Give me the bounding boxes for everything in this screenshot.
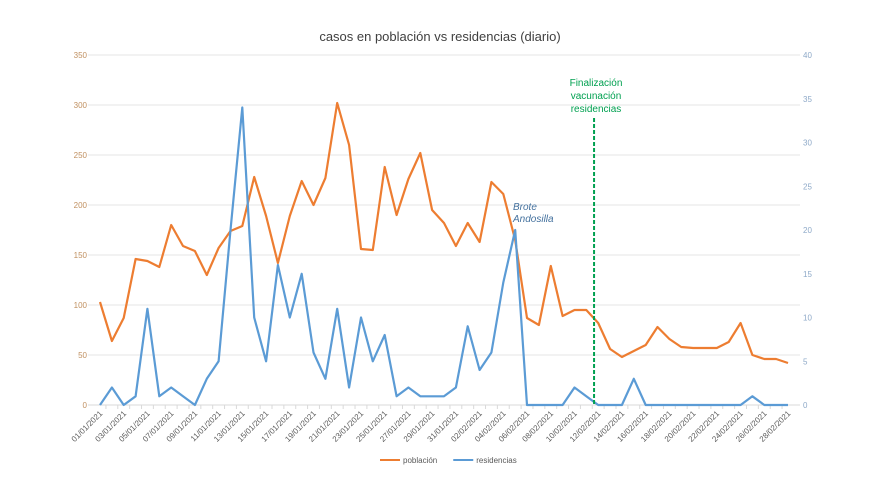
y-left-tick-label: 200 bbox=[74, 201, 88, 210]
y-left-tick-label: 350 bbox=[74, 51, 88, 60]
y-left-tick-label: 300 bbox=[74, 101, 88, 110]
y-right-tick-label: 20 bbox=[803, 226, 812, 235]
y-right-tick-label: 5 bbox=[803, 357, 808, 366]
series-line-residencias bbox=[99, 106, 788, 407]
annotation-brote: Andosilla bbox=[512, 214, 554, 225]
y-right-tick-label: 30 bbox=[803, 139, 812, 148]
chart-title: casos en población vs residencias (diari… bbox=[319, 29, 560, 44]
y-right-tick-label: 35 bbox=[803, 95, 812, 104]
annotation-vacunacion: Finalización bbox=[570, 78, 623, 89]
series-lines bbox=[98, 101, 789, 407]
y-left-tick-label: 250 bbox=[74, 151, 88, 160]
annotation-vacunacion: residencias bbox=[571, 104, 622, 115]
legend-label: residencias bbox=[476, 456, 516, 465]
annotation-vacunacion: vacunación bbox=[571, 91, 622, 102]
annotation-brote: Brote bbox=[513, 202, 537, 213]
x-axis: 01/01/202103/01/202105/01/202107/01/2021… bbox=[70, 405, 793, 444]
legend: población residencias bbox=[380, 456, 517, 465]
y-right-tick-label: 40 bbox=[803, 51, 812, 60]
y-left-tick-label: 50 bbox=[78, 351, 87, 360]
y-axis-left: 0 50 100 150 200 250 300 350 bbox=[74, 51, 88, 410]
y-right-tick-label: 25 bbox=[803, 182, 812, 191]
y-left-tick-label: 150 bbox=[74, 251, 88, 260]
legend-label: población bbox=[403, 456, 437, 465]
y-left-tick-label: 0 bbox=[83, 401, 88, 410]
y-right-tick-label: 15 bbox=[803, 270, 812, 279]
y-left-tick-label: 100 bbox=[74, 301, 88, 310]
y-axis-right: 0 5 10 15 20 25 30 35 40 bbox=[803, 51, 812, 410]
y-right-tick-label: 0 bbox=[803, 401, 808, 410]
gridlines bbox=[88, 54, 800, 406]
series-line-población bbox=[98, 101, 789, 365]
y-right-tick-label: 10 bbox=[803, 314, 812, 323]
